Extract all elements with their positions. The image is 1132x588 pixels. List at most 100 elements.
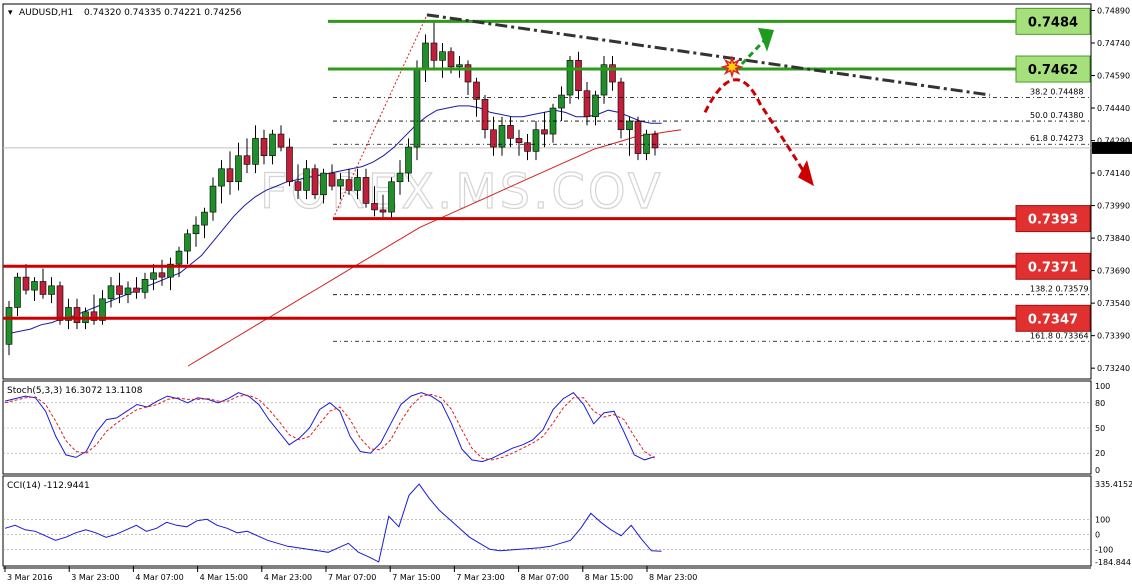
fib-swing-line [332,14,428,219]
candle [396,160,404,195]
stoch-tick-label: 100 [1095,382,1110,391]
candle-body-bull [354,177,361,191]
candle-body-bull [422,42,429,70]
support-level-box: 0.7393 [1015,205,1091,233]
time-tick-label: 3 Mar 23:00 [71,573,119,582]
price-tick-label: 0.73840 [1097,234,1130,243]
price-tick-label: 0.74890 [1097,7,1130,16]
bullish-arrow-line [733,35,770,73]
price-tick-label: 0.73540 [1097,299,1130,308]
candle [184,229,191,265]
candle-body-bull [592,94,599,118]
fib-level-label: 50.0 0.74380 [1030,111,1083,120]
level-box-bg [1015,7,1091,35]
cci-line [4,483,662,563]
candle-body-bear [277,133,285,148]
candle [252,125,259,174]
candle-body-bull [626,120,633,131]
cci-tick-label: -184.844 [1095,558,1131,567]
candle-body-bull [396,172,404,183]
candle [141,272,149,299]
time-tick-label: 8 Mar 15:00 [585,573,633,582]
chart-title-arrow[interactable]: ▾ [8,8,13,18]
candle [243,138,251,174]
candle [192,216,200,247]
candle-body-bear [447,51,455,68]
candle [651,130,659,156]
stoch-tick-label: 20 [1095,449,1105,458]
candle [515,129,523,156]
time-tick-label: 4 Mar 07:00 [135,573,183,582]
candle-body-bear [473,81,480,100]
candle-body-bull [405,146,412,174]
candle [371,186,378,217]
candle [218,160,225,204]
candle-body-bull [303,168,310,191]
level-box-label: 0.7484 [1028,15,1078,30]
candle-body-bear [609,64,616,83]
candle-body-bear [464,64,472,83]
candle-body-bull [192,224,200,235]
candle [31,277,38,301]
candle [464,60,472,96]
stoch-signal-line [4,393,655,461]
resistance-level-box: 0.7484 [1015,7,1091,35]
stoch-main-line [4,392,655,463]
current-price-label: 0.74256 [1094,144,1127,153]
candle [201,207,208,239]
candle [286,138,293,187]
candle [592,90,599,126]
candle [430,21,438,70]
candle [175,246,183,278]
candle [566,56,574,104]
stoch-pane [2,380,1092,475]
candle-body-bull [99,298,106,321]
level-box-label: 0.7462 [1028,63,1078,78]
candle-body-bull [218,168,225,187]
candle-body-bull [235,155,242,183]
price-tick-label: 0.74440 [1097,104,1130,113]
price-tick-label: 0.74740 [1097,39,1130,48]
chart-ohlc: 0.74320 0.74335 0.74221 0.74256 [84,8,242,18]
level-box-bg [1015,252,1091,280]
candle [456,56,463,78]
candle-body-bull [209,185,217,213]
time-tick-label: 4 Mar 23:00 [264,573,312,582]
candle [73,298,81,330]
candle [320,168,327,204]
candle-body-bear [583,90,591,118]
star-shape [720,55,744,79]
candle-body-bull [31,281,38,291]
candle [328,164,336,191]
candle-body-bull [175,250,183,265]
candle [362,168,370,208]
candle-body-bear [617,81,625,131]
candle-body-bull [566,60,574,96]
candle-body-bull [558,94,565,109]
candle [14,272,21,317]
price-tick-label: 0.74290 [1097,137,1130,146]
candle [575,51,582,100]
candle-body-bear [311,168,319,196]
candle-body-bull [141,278,149,293]
trendline [426,13,991,97]
candle [235,142,242,191]
time-tick-label: 7 Mar 07:00 [328,573,376,582]
candle-body-bear [328,172,336,187]
candle-body-bear [243,155,251,165]
candle [498,116,506,156]
current-price-box [1092,141,1132,154]
candle-body-bull [14,276,21,308]
stoch-tick-label: 0 [1095,466,1100,475]
candle-body-bull [65,307,72,321]
candle [116,272,123,304]
candle-body-bear [158,272,166,278]
candle [5,300,13,356]
candle [532,121,540,161]
candle [413,60,421,161]
candle [260,129,268,165]
candle [124,281,132,304]
candle-body-bull [5,307,13,345]
candle-body-bull [107,285,115,300]
